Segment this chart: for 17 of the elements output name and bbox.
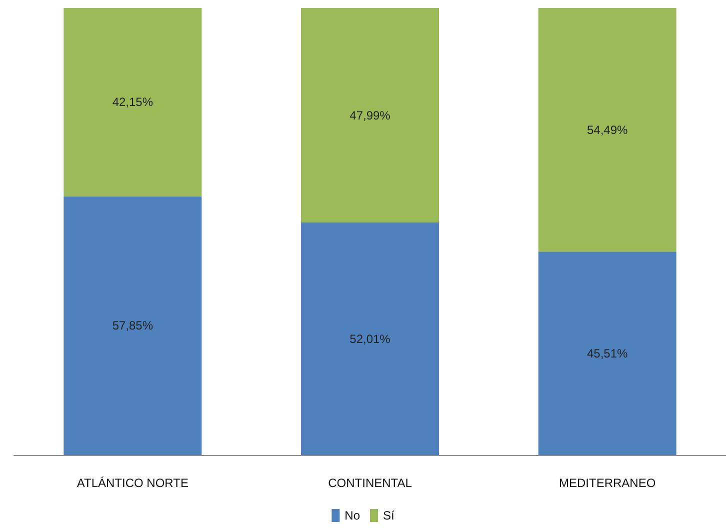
bar xyxy=(538,252,676,455)
data-label: 57,85% xyxy=(112,318,154,333)
bar xyxy=(301,222,439,455)
legend-label: No xyxy=(344,508,360,522)
bar xyxy=(301,8,439,223)
data-label: 54,49% xyxy=(586,122,628,137)
x-tick-label: CONTINENTAL xyxy=(328,476,412,490)
data-label: 45,51% xyxy=(586,346,628,360)
data-label: 47,99% xyxy=(350,108,391,122)
bar xyxy=(538,8,676,252)
x-tick-label: ATLÁNTICO NORTE xyxy=(76,476,188,490)
data-label: 52,01% xyxy=(350,332,391,346)
bar xyxy=(64,196,202,455)
bar xyxy=(64,8,202,196)
legend-label: Sí xyxy=(383,508,396,522)
data-label: 42,15% xyxy=(112,95,154,110)
x-tick-label: MEDITERRANEO xyxy=(558,476,656,490)
